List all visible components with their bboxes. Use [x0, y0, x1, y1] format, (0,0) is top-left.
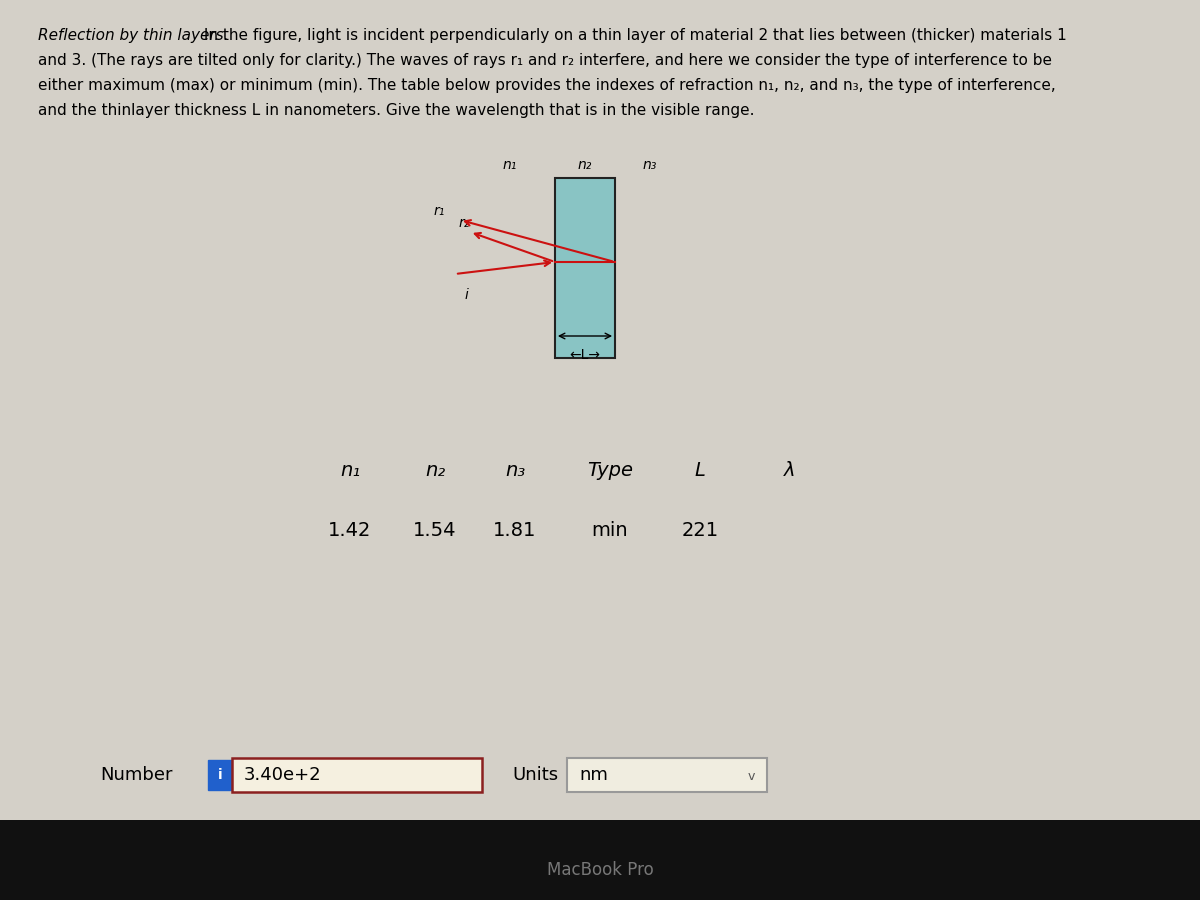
Text: Units: Units — [512, 766, 558, 784]
Text: Type: Type — [587, 461, 634, 480]
Text: In the figure, light is incident perpendicularly on a thin layer of material 2 t: In the figure, light is incident perpend… — [199, 28, 1067, 43]
Text: Reflection by thin layers.: Reflection by thin layers. — [38, 28, 228, 43]
Text: 3.40e+2: 3.40e+2 — [244, 766, 322, 784]
Text: n₁: n₁ — [503, 158, 517, 172]
Text: 1.42: 1.42 — [329, 520, 372, 539]
Text: and 3. (The rays are tilted only for clarity.) The waves of rays r₁ and r₂ inter: and 3. (The rays are tilted only for cla… — [38, 53, 1052, 68]
Text: L: L — [695, 461, 706, 480]
Text: 1.81: 1.81 — [493, 520, 536, 539]
Text: n₃: n₃ — [505, 461, 526, 480]
Bar — [208, 760, 232, 790]
Text: Number: Number — [100, 766, 173, 784]
Text: v: v — [748, 770, 755, 784]
Bar — [568, 758, 767, 792]
Text: r₂: r₂ — [458, 216, 470, 230]
Text: either maximum (max) or minimum (min). The table below provides the indexes of r: either maximum (max) or minimum (min). T… — [38, 78, 1056, 93]
Text: ←L→: ←L→ — [570, 348, 600, 362]
Text: n₁: n₁ — [340, 461, 360, 480]
Text: nm: nm — [580, 766, 608, 784]
Text: n₂: n₂ — [425, 461, 445, 480]
Bar — [554, 178, 616, 358]
Text: r₁: r₁ — [433, 204, 445, 218]
Text: and the thinlayer thickness L in nanometers. Give the wavelength that is in the : and the thinlayer thickness L in nanomet… — [38, 103, 755, 118]
Text: i: i — [466, 288, 469, 302]
Text: n₃: n₃ — [643, 158, 658, 172]
Text: min: min — [592, 520, 629, 539]
Bar — [0, 820, 1200, 900]
Bar — [232, 758, 482, 792]
Text: MacBook Pro: MacBook Pro — [547, 861, 653, 879]
Text: n₂: n₂ — [578, 158, 592, 172]
Text: λ: λ — [785, 461, 796, 480]
Text: 221: 221 — [682, 520, 719, 539]
Text: 1.54: 1.54 — [413, 520, 457, 539]
Text: i: i — [217, 768, 222, 782]
